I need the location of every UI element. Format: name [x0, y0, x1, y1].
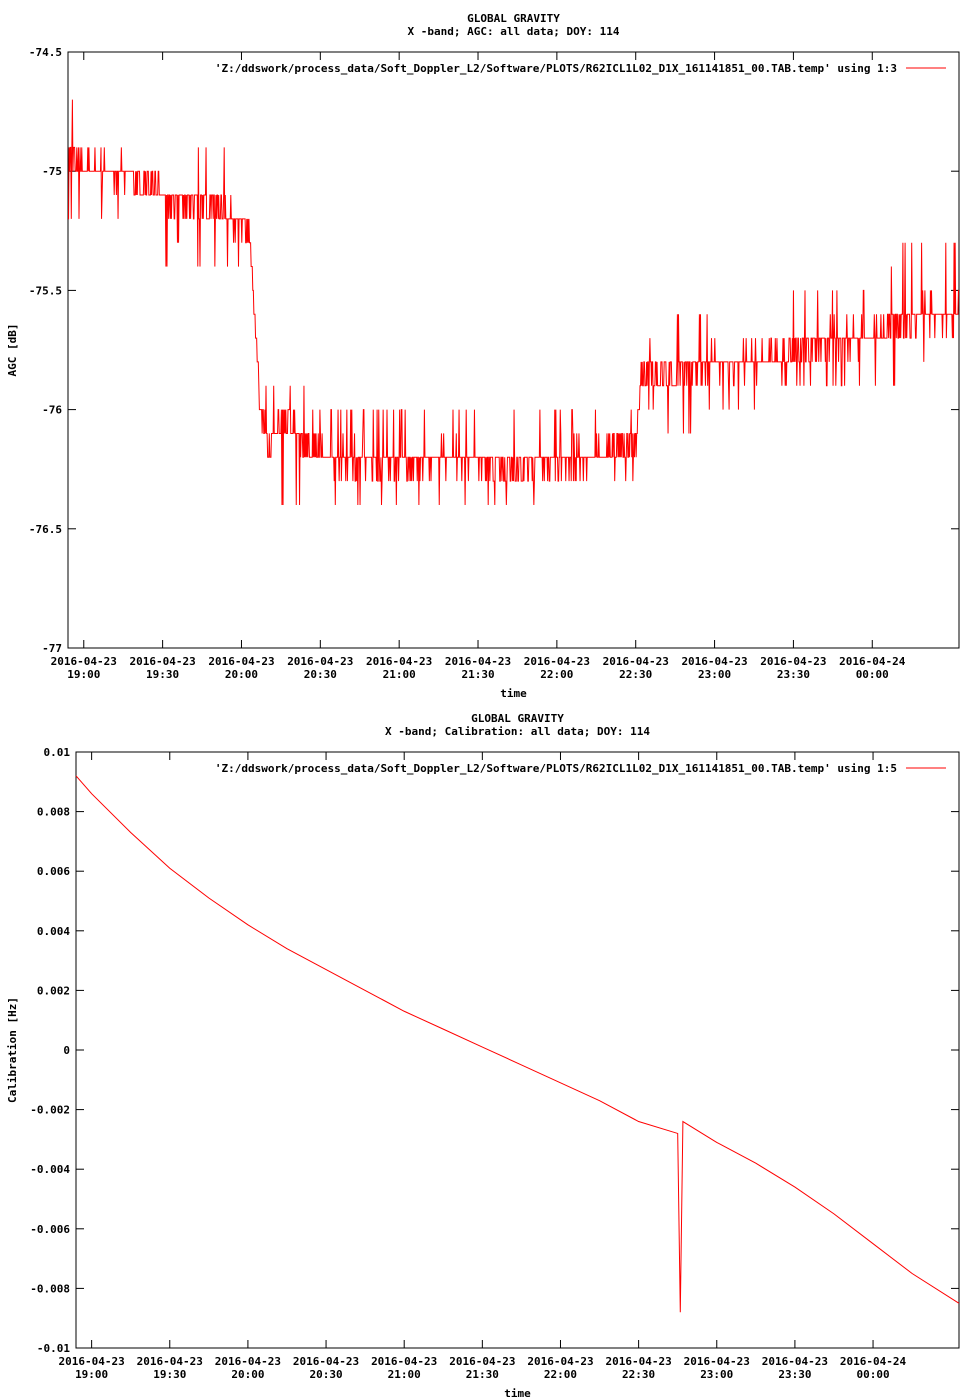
- x-tick-time-label: 20:00: [231, 1368, 264, 1381]
- x-tick-time-label: 00:00: [856, 668, 889, 681]
- x-tick-time-label: 22:00: [540, 668, 573, 681]
- x-tick-date-label: 2016-04-23: [681, 655, 747, 668]
- x-tick-time-label: 23:00: [698, 668, 731, 681]
- series-line: [68, 99, 959, 505]
- x-tick-date-label: 2016-04-23: [606, 1355, 672, 1368]
- x-tick-time-label: 21:30: [461, 668, 494, 681]
- y-axis-label: AGC [dB]: [6, 324, 19, 377]
- x-tick-date-label: 2016-04-23: [445, 655, 511, 668]
- y-tick-label: -0.002: [30, 1104, 70, 1117]
- x-tick-date-label: 2016-04-23: [760, 655, 826, 668]
- y-tick-label: -0.006: [30, 1223, 70, 1236]
- x-tick-time-label: 22:00: [544, 1368, 577, 1381]
- y-tick-label: 0.01: [44, 746, 71, 759]
- y-tick-label: -75: [42, 165, 62, 178]
- y-tick-label: 0: [63, 1044, 70, 1057]
- chart-subtitle: X -band; Calibration: all data; DOY: 114: [385, 725, 650, 738]
- x-tick-time-label: 22:30: [619, 668, 652, 681]
- x-tick-time-label: 23:00: [700, 1368, 733, 1381]
- chart-title: GLOBAL GRAVITY: [467, 12, 560, 25]
- series-line: [75, 775, 960, 1313]
- x-tick-time-label: 23:30: [778, 1368, 811, 1381]
- x-tick-date-label: 2016-04-24: [840, 1355, 907, 1368]
- x-tick-date-label: 2016-04-24: [839, 655, 906, 668]
- plot-frame: [75, 751, 960, 1349]
- x-tick-time-label: 00:00: [856, 1368, 889, 1381]
- x-tick-date-label: 2016-04-23: [524, 655, 590, 668]
- y-axis-label: Calibration [Hz]: [6, 997, 19, 1103]
- x-tick-date-label: 2016-04-23: [293, 1355, 359, 1368]
- chart-subtitle: X -band; AGC: all data; DOY: 114: [408, 25, 620, 38]
- plot-frame: [67, 51, 960, 649]
- y-tick-label: -75.5: [29, 284, 62, 297]
- y-tick-label: -0.008: [30, 1282, 70, 1295]
- y-tick-label: -74.5: [29, 46, 62, 59]
- x-axis-label: time: [504, 1387, 531, 1400]
- x-tick-time-label: 21:00: [383, 668, 416, 681]
- y-tick-label: 0.004: [37, 925, 70, 938]
- y-tick-label: 0.002: [37, 984, 70, 997]
- y-tick-label: -76: [42, 404, 62, 417]
- x-tick-date-label: 2016-04-23: [51, 655, 117, 668]
- x-tick-time-label: 19:00: [67, 668, 100, 681]
- x-tick-time-label: 20:30: [304, 668, 337, 681]
- x-tick-time-label: 20:30: [309, 1368, 342, 1381]
- x-tick-time-label: 19:00: [75, 1368, 108, 1381]
- y-tick-label: -76.5: [29, 523, 62, 536]
- x-tick-time-label: 21:00: [388, 1368, 421, 1381]
- x-tick-date-label: 2016-04-23: [684, 1355, 750, 1368]
- x-tick-time-label: 19:30: [153, 1368, 186, 1381]
- y-tick-label: -0.01: [37, 1342, 70, 1355]
- x-axis-label: time: [500, 687, 527, 700]
- x-tick-date-label: 2016-04-23: [527, 1355, 593, 1368]
- y-tick-label: 0.006: [37, 865, 70, 878]
- y-tick-label: -0.004: [30, 1163, 70, 1176]
- x-tick-date-label: 2016-04-23: [215, 1355, 281, 1368]
- y-tick-label: -77: [42, 642, 62, 655]
- x-tick-date-label: 2016-04-23: [208, 655, 274, 668]
- chart-title: GLOBAL GRAVITY: [471, 712, 564, 725]
- x-tick-time-label: 20:00: [225, 668, 258, 681]
- x-tick-date-label: 2016-04-23: [449, 1355, 515, 1368]
- x-tick-date-label: 2016-04-23: [371, 1355, 437, 1368]
- x-tick-date-label: 2016-04-23: [59, 1355, 125, 1368]
- x-tick-time-label: 19:30: [146, 668, 179, 681]
- x-tick-date-label: 2016-04-23: [130, 655, 196, 668]
- x-tick-time-label: 21:30: [466, 1368, 499, 1381]
- x-tick-time-label: 22:30: [622, 1368, 655, 1381]
- legend-entry-label: 'Z:/ddswork/process_data/Soft_Doppler_L2…: [215, 62, 897, 75]
- x-tick-date-label: 2016-04-23: [603, 655, 669, 668]
- legend-entry-label: 'Z:/ddswork/process_data/Soft_Doppler_L2…: [215, 762, 897, 775]
- x-tick-date-label: 2016-04-23: [137, 1355, 203, 1368]
- x-tick-time-label: 23:30: [777, 668, 810, 681]
- y-tick-label: 0.008: [37, 806, 70, 819]
- x-tick-date-label: 2016-04-23: [366, 655, 432, 668]
- x-tick-date-label: 2016-04-23: [287, 655, 353, 668]
- x-tick-date-label: 2016-04-23: [762, 1355, 828, 1368]
